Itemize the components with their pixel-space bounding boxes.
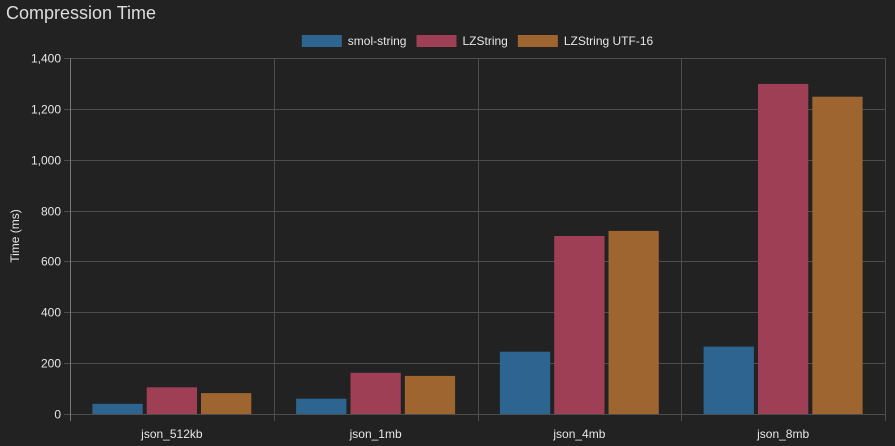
x-tick-label: json_1mb (349, 427, 402, 441)
y-tick-label: 600 (41, 255, 61, 269)
x-tick-label: json_8mb (756, 427, 809, 441)
legend-label: LZString UTF-16 (564, 34, 654, 48)
y-tick-label: 400 (41, 306, 61, 320)
y-tick-label: 1,000 (31, 154, 61, 168)
legend[interactable]: smol-string LZString LZString UTF-16 (301, 34, 654, 48)
y-tick-label: 800 (41, 205, 61, 219)
bar-smol-string-json-8mb[interactable] (703, 346, 754, 414)
axes-layer: 0 200 400 600 800 1,000 1,200 1,400 json_512kb js… (31, 52, 809, 442)
y-tick-label: 1,400 (31, 52, 61, 66)
legend-label: LZString (462, 34, 507, 48)
bar-lzstring-utf-16-json-512kb[interactable] (201, 393, 252, 414)
legend-swatch (416, 35, 457, 47)
bar-lzstring-utf-16-json-8mb[interactable] (812, 96, 863, 414)
bar-smol-string-json-1mb[interactable] (296, 398, 347, 414)
legend-item-lzstring-utf-16[interactable]: LZString UTF-16 (517, 34, 654, 48)
legend-item-smol-string[interactable]: smol-string (301, 34, 407, 48)
bar-lzstring-utf-16-json-4mb[interactable] (608, 230, 659, 414)
bar-lzstring-json-1mb[interactable] (350, 372, 401, 414)
legend-swatch (301, 35, 342, 47)
x-tick-label: json_512kb (140, 427, 203, 441)
bar-lzstring-json-8mb[interactable] (758, 83, 809, 415)
bar-lzstring-json-4mb[interactable] (554, 236, 605, 414)
bars-layer (92, 83, 863, 415)
legend-swatch (517, 35, 558, 47)
bar-lzstring-utf-16-json-1mb[interactable] (404, 375, 456, 414)
y-tick-label: 1,200 (31, 103, 61, 117)
y-axis-title: Time (ms) (8, 209, 22, 263)
y-tick-label: 200 (41, 357, 61, 371)
grid-layer (64, 58, 886, 421)
bar-smol-string-json-4mb[interactable] (499, 351, 551, 414)
bar-smol-string-json-512kb[interactable] (92, 403, 143, 414)
y-tick-label: 0 (54, 408, 61, 422)
bar-lzstring-json-512kb[interactable] (146, 387, 197, 414)
chart-title: Compression Time (6, 3, 157, 23)
legend-item-lzstring[interactable]: LZString (416, 34, 508, 48)
legend-label: smol-string (348, 34, 407, 48)
x-tick-label: json_4mb (552, 427, 605, 441)
